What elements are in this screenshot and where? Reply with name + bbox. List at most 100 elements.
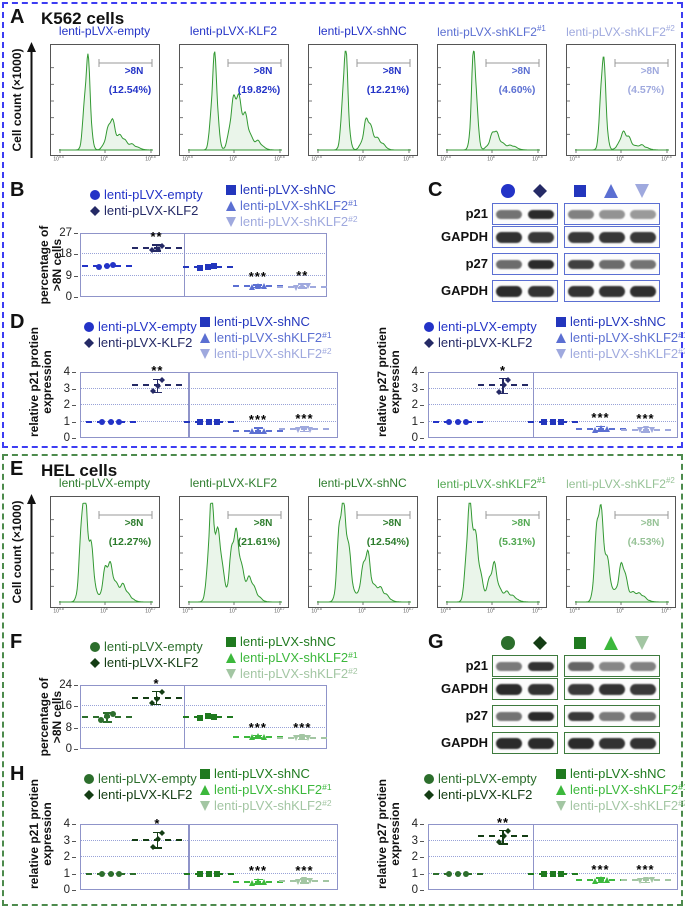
panel-letter: D (10, 311, 25, 333)
y-tick-label: 1 (411, 867, 418, 880)
legend-item: lenti-pLVX-shNC (556, 767, 666, 780)
legend-item: lenti-pLVX-shKLF2#1 (556, 783, 685, 796)
plot-box (80, 685, 327, 749)
error-cap (498, 392, 508, 395)
error-cap (641, 431, 650, 433)
blot-band (599, 231, 625, 243)
data-point (293, 284, 300, 291)
flow-plot-title: lenti-pLVX-KLF2 (189, 24, 278, 38)
data-point (110, 262, 117, 268)
legend-item: lenti-pLVX-shKLF2#2 (226, 667, 358, 680)
y-tick-mark (72, 824, 76, 825)
y-tick-mark (420, 438, 424, 439)
blot-band (599, 711, 625, 721)
gate-percentage: (21.61%) (237, 536, 281, 548)
y-tick-label: 3 (63, 834, 70, 847)
gate-percentage: (4.60%) (498, 84, 536, 96)
section-title: K562 cells (41, 9, 125, 28)
y-tick-label: 4 (63, 818, 70, 830)
data-point (446, 418, 452, 425)
data-point (98, 870, 105, 877)
blot-band (567, 737, 594, 749)
significance-label: *** (248, 411, 268, 427)
flow-x-tick-label: 105.5 (311, 155, 322, 163)
blot-band (630, 259, 657, 269)
panel-letter: C (428, 179, 443, 201)
gate-percentage: (19.82%) (237, 84, 281, 96)
legend-item: lenti-pLVX-shNC (226, 183, 336, 196)
plot-separator (188, 824, 190, 890)
tri-down-marker-icon (226, 214, 240, 229)
section-k562: A K562 cells Cell count (×1000) lenti-pLVX-… (2, 2, 685, 448)
significance-label: *** (248, 719, 267, 735)
blot-band (630, 285, 657, 297)
blot-band (528, 209, 554, 219)
data-point (603, 877, 610, 884)
panel-letter: A (10, 6, 25, 28)
data-point (98, 717, 105, 724)
blot-band (599, 737, 625, 749)
data-point (205, 712, 212, 719)
y-tick-mark (420, 421, 424, 423)
data-point (496, 839, 502, 846)
tri-up-marker-icon (226, 650, 240, 665)
significance-label: *** (248, 269, 267, 285)
flow-histogram (308, 496, 418, 608)
circle-lane-icon (501, 184, 515, 198)
y-tick-label: 24 (59, 679, 72, 691)
data-point (307, 426, 314, 433)
circle-lane-icon (501, 636, 515, 650)
legend-item: lenti-pLVX-shKLF2#2 (200, 799, 332, 812)
legend-item: lenti-pLVX-shKLF2#2 (556, 799, 685, 812)
histogram-svg (438, 50, 540, 153)
data-point (301, 425, 308, 432)
panel-letter: F (10, 631, 23, 653)
diamond-lane-icon (533, 636, 547, 650)
blot-box (492, 253, 558, 275)
significance-label: *** (636, 411, 655, 427)
rel-y-axis-label-line1: relative p21 protien (27, 326, 41, 438)
y-tick-label: 4 (411, 366, 418, 378)
histogram-svg (567, 56, 669, 153)
error-cap (253, 883, 263, 885)
data-point (249, 879, 256, 886)
blot-row-label: GAPDH (441, 681, 488, 696)
data-point (550, 418, 556, 425)
data-point (155, 835, 162, 842)
blot-band (567, 285, 594, 297)
gate-label: >8N (511, 66, 531, 77)
legend-item: lenti-pLVX-shNC (200, 767, 310, 780)
gate-label: >8N (124, 66, 144, 77)
flow-x-tick-label: 105.5 (182, 155, 193, 163)
blot-band (567, 711, 594, 721)
legend-item: lenti-pLVX-empty (90, 188, 203, 201)
blot-box (492, 705, 558, 727)
gridline (80, 404, 338, 405)
plot-box (428, 372, 678, 438)
gate-label: >8N (253, 518, 273, 529)
rel-y-axis-label-line1: relative p21 protien (27, 778, 41, 890)
significance-label: *** (591, 410, 610, 426)
data-point (248, 283, 255, 290)
flow-histogram (566, 496, 676, 608)
plot-separator (533, 824, 535, 890)
data-point (104, 713, 111, 720)
data-point (153, 696, 160, 703)
gate-label: >8N (124, 518, 144, 529)
y-tick-mark (74, 254, 78, 256)
data-point (260, 283, 267, 290)
error-cap (253, 432, 263, 434)
blot-row-label: p21 (465, 658, 488, 673)
histogram-svg (309, 50, 411, 153)
gridline (80, 856, 338, 857)
data-point (150, 387, 157, 394)
blot-band (496, 259, 522, 269)
flow-x-tick-label: 106.5 (145, 155, 156, 163)
panel-letter: G (428, 631, 444, 653)
circle-marker-icon (84, 319, 98, 334)
blot-box (564, 732, 660, 754)
legend-item: lenti-pLVX-shKLF2#1 (556, 331, 685, 344)
flow-histogram (179, 44, 289, 156)
significance-label: * (154, 816, 161, 832)
